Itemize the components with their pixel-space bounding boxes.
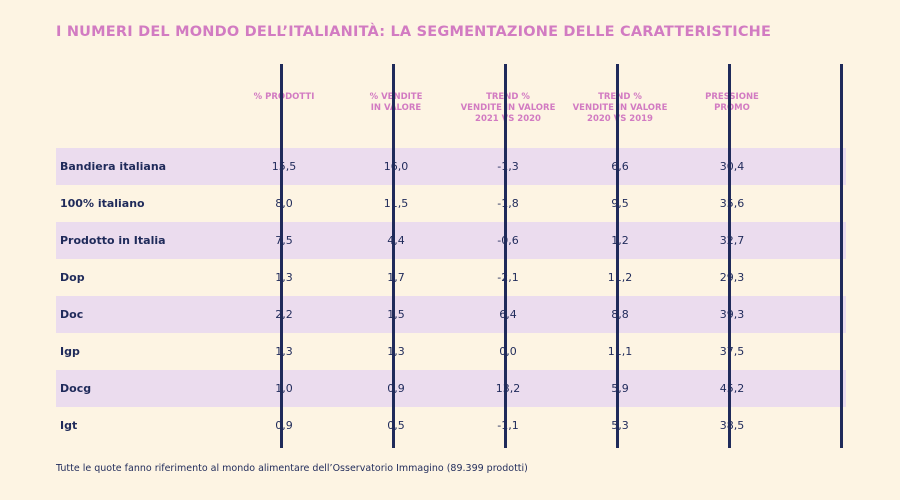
table-cell: 8,8 (611, 308, 629, 321)
column-header-5: PRESSIONE PROMO (676, 92, 788, 114)
column-header-line: TREND % (486, 92, 530, 102)
column-divider (616, 64, 619, 448)
table-cell: 6,4 (499, 308, 517, 321)
column-header-line: IN VALORE (370, 103, 422, 113)
table-cell: 4,4 (387, 234, 405, 247)
table-cell: 35,6 (719, 197, 745, 210)
table-cell: -0,6 (497, 234, 519, 247)
column-header-line: % PRODOTTI (253, 92, 315, 102)
row-label: Bandiera italiana (60, 160, 167, 173)
table-cell: 11,1 (607, 345, 633, 358)
table-cell: -1,8 (497, 197, 519, 210)
table-cell: 16,0 (383, 160, 409, 173)
table-cell: 11,5 (383, 197, 409, 210)
column-divider (280, 64, 283, 448)
footnote: Tutte le quote fanno riferimento al mond… (56, 463, 528, 474)
column-divider (504, 64, 507, 448)
column-header-line: % VENDITE (369, 92, 423, 102)
row-label: Doc (60, 308, 84, 321)
table-row: Doc 2,2 1,5 6,4 8,8 39,3 (56, 296, 846, 333)
table-cell: 29,3 (719, 271, 745, 284)
table-cell: 1,7 (387, 271, 405, 284)
table-cell: 0,5 (387, 419, 405, 432)
table-cell: 1,5 (387, 308, 405, 321)
table-row: Dop 1,3 1,7 -2,1 11,2 29,3 (56, 259, 846, 296)
table-cell: 7,5 (275, 234, 293, 247)
row-label: Dop (60, 271, 85, 284)
column-divider (840, 64, 843, 448)
table-cell: 9,5 (611, 197, 629, 210)
column-header-line: 2021 VS 2020 (475, 114, 541, 124)
column-header-line: VENDITE IN VALORE (572, 103, 668, 113)
table-cell: 15,5 (271, 160, 297, 173)
table-cell: 32,7 (719, 234, 745, 247)
table-cell: -1,1 (497, 419, 519, 432)
column-header-line: 2020 VS 2019 (587, 114, 653, 124)
column-header-line: PRESSIONE (705, 92, 759, 102)
table-cell: 0,9 (275, 419, 293, 432)
segmentation-table: % PRODOTTI% VENDITE IN VALORE TREND % VENDI… (56, 64, 846, 448)
column-header-1: % PRODOTTI (228, 92, 340, 103)
column-header-4: TREND % VENDITE IN VALORE 2020 VS 2019 (564, 92, 676, 125)
table-cell: 30,4 (719, 160, 745, 173)
table-cell: 1,2 (611, 234, 629, 247)
row-label: Docg (60, 382, 92, 395)
column-header-line: TREND % (598, 92, 642, 102)
table-cell: 1,3 (275, 271, 293, 284)
row-label: Igp (60, 345, 80, 358)
table-row: 100% italiano 8,0 11,5 -1,8 9,5 35,6 (56, 185, 846, 222)
row-label: Igt (60, 419, 78, 432)
table-header: % PRODOTTI% VENDITE IN VALORE TREND % VENDI… (56, 64, 846, 148)
row-label: 100% italiano (60, 197, 145, 210)
table-row: Bandiera italiana 15,5 16,0 -1,3 6,6 30,4 (56, 148, 846, 185)
table-cell: 8,0 (275, 197, 293, 210)
table-cell: 5,9 (611, 382, 629, 395)
table-cell: 6,6 (611, 160, 629, 173)
column-header-line: VENDITE IN VALORE (460, 103, 556, 113)
table-cell: 38,5 (719, 419, 745, 432)
column-header-2: % VENDITE IN VALORE (340, 92, 452, 114)
table-row: Igt 0,9 0,5 -1,1 5,3 38,5 (56, 407, 846, 444)
table-cell: 0,9 (387, 382, 405, 395)
table-cell: 37,5 (719, 345, 745, 358)
table-row: Prodotto in Italia 7,5 4,4 -0,6 1,2 32,7 (56, 222, 846, 259)
column-header-line: PROMO (714, 103, 750, 113)
table-row: Igp 1,3 1,3 0,0 11,1 37,5 (56, 333, 846, 370)
column-header-3: TREND % VENDITE IN VALORE 2021 VS 2020 (452, 92, 564, 125)
table-cell: 0,0 (499, 345, 517, 358)
table-cell: 1,3 (275, 345, 293, 358)
page-title: I NUMERI DEL MONDO DELL’ITALIANITÀ: LA S… (56, 24, 772, 40)
column-divider (392, 64, 395, 448)
table-cell: 45,2 (719, 382, 745, 395)
table-cell: 2,2 (275, 308, 293, 321)
row-label: Prodotto in Italia (60, 234, 166, 247)
table-cell: -1,3 (497, 160, 519, 173)
table-cell: 1,0 (275, 382, 293, 395)
table-cell: 11,2 (607, 271, 633, 284)
table-cell: 13,2 (495, 382, 521, 395)
table-cell: 39,3 (719, 308, 745, 321)
table-cell: -2,1 (497, 271, 519, 284)
table-cell: 1,3 (387, 345, 405, 358)
column-divider (728, 64, 731, 448)
table-row: Docg 1,0 0,9 13,2 5,9 45,2 (56, 370, 846, 407)
table-cell: 5,3 (611, 419, 629, 432)
